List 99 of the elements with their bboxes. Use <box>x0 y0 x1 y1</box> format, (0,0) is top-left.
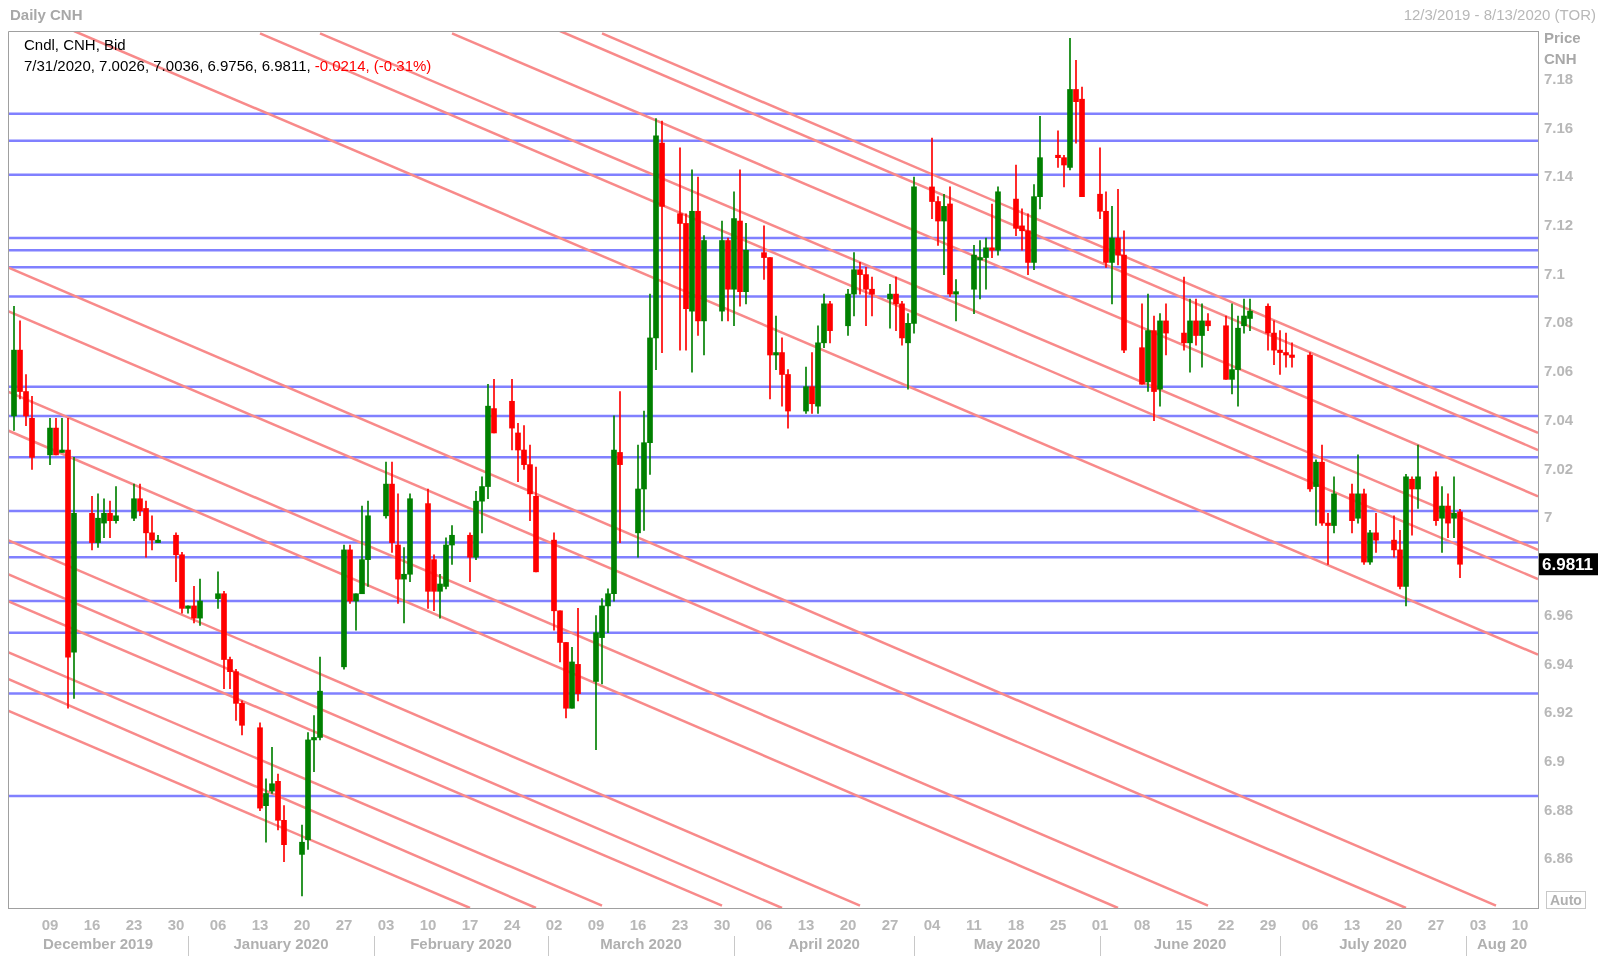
candlestick <box>773 315 779 370</box>
y-tick-label: 7 <box>1544 508 1553 526</box>
candlestick <box>1415 444 1421 509</box>
x-tick-label: 23 <box>671 916 689 934</box>
text: February 2020 <box>410 935 512 953</box>
text: January 2020 <box>233 935 329 953</box>
y-tick-label: 7.14 <box>1544 167 1574 185</box>
candlestick <box>449 525 455 565</box>
text: June 2020 <box>1153 935 1227 953</box>
candlestick <box>59 418 65 453</box>
text: April 2020 <box>788 935 860 953</box>
x-tick-label: 04 <box>923 916 941 934</box>
x-tick-label: 06 <box>209 916 227 934</box>
candlestick <box>1373 513 1379 553</box>
candlestick <box>989 203 995 258</box>
x-tick-label: 30 <box>167 916 185 934</box>
y-tick-label: 6.96 <box>1544 605 1574 623</box>
y-tick-label: 7.16 <box>1544 118 1574 136</box>
x-tick-label: 27 <box>1427 916 1445 934</box>
x-tick-label: 20 <box>839 916 857 934</box>
y-axis-title: Price CNH <box>1544 28 1582 69</box>
text: December 2019 <box>42 935 154 953</box>
y-tick-label: 7.06 <box>1544 362 1574 380</box>
x-tick-label: 20 <box>1385 916 1403 934</box>
x-tick-label: 24 <box>503 916 521 934</box>
candlestick <box>887 284 893 329</box>
candlestick <box>1181 276 1187 351</box>
x-tick-label: 27 <box>881 916 899 934</box>
annotation: Cndl, CNH, Bid <box>24 36 126 53</box>
x-tick-label: 08 <box>1133 916 1151 934</box>
x-tick-label: 23 <box>125 916 143 934</box>
text: July 2020 <box>1339 935 1407 953</box>
x-tick-label: 13 <box>251 916 269 934</box>
candlestick <box>1439 486 1445 553</box>
x-tick-label: 30 <box>713 916 731 934</box>
chart-title: Daily CNH <box>10 6 83 23</box>
x-tick-label: 03 <box>1469 916 1487 934</box>
candlestick <box>1163 303 1169 356</box>
x-tick-label: 27 <box>335 916 353 934</box>
candlestick <box>617 391 623 543</box>
x-tick-label: 09 <box>587 916 605 934</box>
annotation: -0.0214, (-0.31%) <box>314 57 432 74</box>
text: March 2020 <box>600 935 682 953</box>
candlestick <box>215 571 221 609</box>
y-tick-label: 7.08 <box>1544 313 1574 331</box>
candlestick <box>1325 513 1331 565</box>
x-tick-label: 06 <box>1301 916 1319 934</box>
x-tick-label: 10 <box>1511 916 1529 934</box>
x-tick-label: 22 <box>1217 916 1235 934</box>
annotation: 7/31/2020, 7.0026, 7.0036, 6.9756, 6.9811, <box>24 57 311 74</box>
x-tick-label: 13 <box>1343 916 1361 934</box>
candlestick <box>1451 476 1457 539</box>
x-tick-label: 25 <box>1049 916 1067 934</box>
candlestick <box>263 778 269 843</box>
x-tick-label: 16 <box>629 916 647 934</box>
x-tick-label: 11 <box>966 916 982 934</box>
candlestick <box>941 193 947 275</box>
auto-button: Auto <box>1546 891 1586 909</box>
candlestick <box>107 500 113 539</box>
candlestick <box>1289 342 1295 368</box>
y-tick-label: 6.9 <box>1544 751 1565 769</box>
candlestick <box>1109 206 1115 305</box>
x-tick-label: 16 <box>83 916 101 934</box>
y-tick-label: 7.02 <box>1544 459 1574 477</box>
x-tick-label: 01 <box>1091 916 1109 934</box>
text: 6.9811 <box>1542 554 1594 574</box>
x-tick-label: 09 <box>41 916 59 934</box>
chart-subtitle: 12/3/2019 - 8/13/2020 (TOR) <box>1403 6 1596 23</box>
candlestick <box>113 486 119 524</box>
candlestick <box>299 824 305 897</box>
x-tick-label: 18 <box>1007 916 1025 934</box>
x-tick-label: 02 <box>545 916 563 934</box>
candlestick <box>149 515 155 551</box>
candlestick <box>953 279 959 322</box>
candlestick <box>1205 313 1211 331</box>
x-tick-label: 20 <box>293 916 311 934</box>
x-tick-label: 10 <box>419 916 437 934</box>
candlestick <box>1199 303 1205 368</box>
text: Aug 20 <box>1476 935 1528 953</box>
x-tick-label: 13 <box>797 916 815 934</box>
y-tick-label: 7.04 <box>1544 410 1574 428</box>
y-tick-label: 6.86 <box>1544 849 1574 867</box>
candlestick <box>893 276 899 331</box>
text: May 2020 <box>973 935 1041 953</box>
y-tick-label: 7.18 <box>1544 69 1574 87</box>
y-tick-label: 6.94 <box>1544 654 1574 672</box>
x-tick-label: 03 <box>377 916 395 934</box>
y-tick-label: 7.12 <box>1544 216 1574 234</box>
x-tick-label: 15 <box>1175 916 1193 934</box>
x-tick-label: 06 <box>755 916 773 934</box>
candlestick <box>1115 189 1121 266</box>
y-tick-label: 7.1 <box>1544 264 1565 282</box>
candlestick <box>1409 476 1415 536</box>
x-tick-label: 17 <box>461 916 479 934</box>
x-tick-label: 29 <box>1259 916 1277 934</box>
candlestick <box>1391 515 1397 558</box>
y-tick-label: 6.92 <box>1544 703 1574 721</box>
candlestick <box>269 746 275 794</box>
y-tick-label: 6.88 <box>1544 800 1574 818</box>
